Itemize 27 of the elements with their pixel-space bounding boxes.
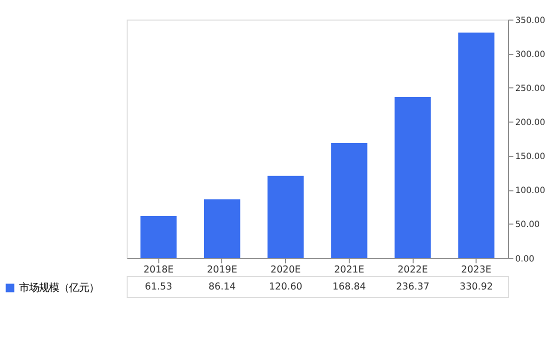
bar <box>458 32 494 258</box>
bar <box>268 176 304 258</box>
x-tick-label: 2021E <box>334 264 364 276</box>
y-tick-label: 150.00 <box>515 152 546 162</box>
x-tick-label: 2022E <box>398 264 428 276</box>
y-tick-label: 50.00 <box>515 220 540 230</box>
data-label: 86.14 <box>208 281 236 292</box>
data-label: 168.84 <box>332 281 366 292</box>
bar <box>140 216 177 258</box>
y-tick-label: 250.00 <box>515 84 546 94</box>
bar <box>204 199 240 258</box>
data-label: 236.37 <box>396 281 430 292</box>
x-tick-label: 2019E <box>206 264 238 276</box>
data-label: 330.92 <box>460 281 493 292</box>
legend-label: 市场规模（亿元） <box>19 282 100 294</box>
y-tick-label: 0.00 <box>515 254 534 264</box>
data-label: 120.60 <box>268 281 302 292</box>
x-tick-label: 2018E <box>143 264 174 276</box>
y-tick-label: 350.00 <box>515 16 546 26</box>
data-label: 61.53 <box>144 281 172 292</box>
y-tick-label: 100.00 <box>515 186 546 196</box>
y-tick-label: 200.00 <box>515 118 546 128</box>
bar <box>331 142 368 258</box>
y-tick-label: 300.00 <box>515 50 546 60</box>
bar <box>394 97 431 258</box>
x-tick-label: 2020E <box>270 264 301 276</box>
x-tick-label: 2023E <box>461 264 492 276</box>
